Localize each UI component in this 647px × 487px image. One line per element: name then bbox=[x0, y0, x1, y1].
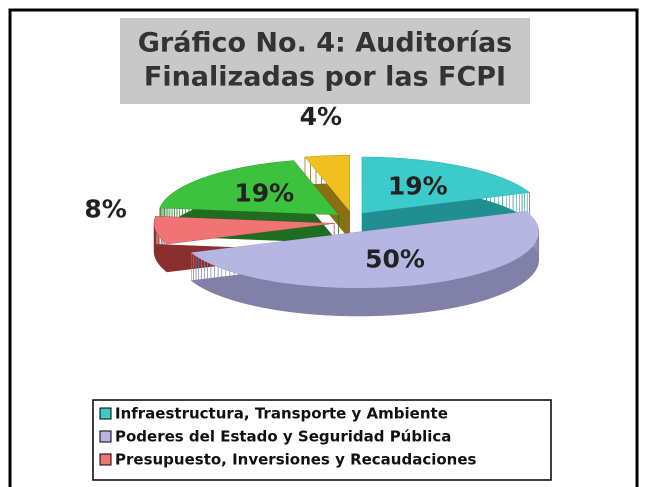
data-label: 19% bbox=[388, 172, 448, 201]
chart-title: Finalizadas por las FCPI bbox=[144, 62, 506, 93]
data-label: 19% bbox=[234, 178, 294, 207]
legend-label: Presupuesto, Inversiones y Recaudaciones bbox=[115, 451, 477, 469]
slice bbox=[362, 157, 530, 214]
legend-swatch bbox=[99, 407, 112, 420]
data-label: 50% bbox=[365, 245, 425, 274]
data-label: 4% bbox=[300, 102, 342, 131]
legend-swatch bbox=[99, 453, 112, 466]
legend-label: Infraestructura, Transporte y Ambiente bbox=[115, 405, 448, 423]
slice bbox=[304, 155, 350, 212]
slice bbox=[154, 216, 335, 244]
slice bbox=[191, 211, 539, 289]
slice bbox=[159, 160, 339, 215]
legend-box bbox=[92, 399, 552, 481]
title-box bbox=[120, 18, 530, 104]
legend-swatch bbox=[99, 430, 112, 443]
data-label: 8% bbox=[84, 194, 126, 223]
chart-title: Gráfico No. 4: Auditorías bbox=[138, 28, 512, 59]
legend-label: Poderes del Estado y Seguridad Pública bbox=[115, 428, 451, 446]
